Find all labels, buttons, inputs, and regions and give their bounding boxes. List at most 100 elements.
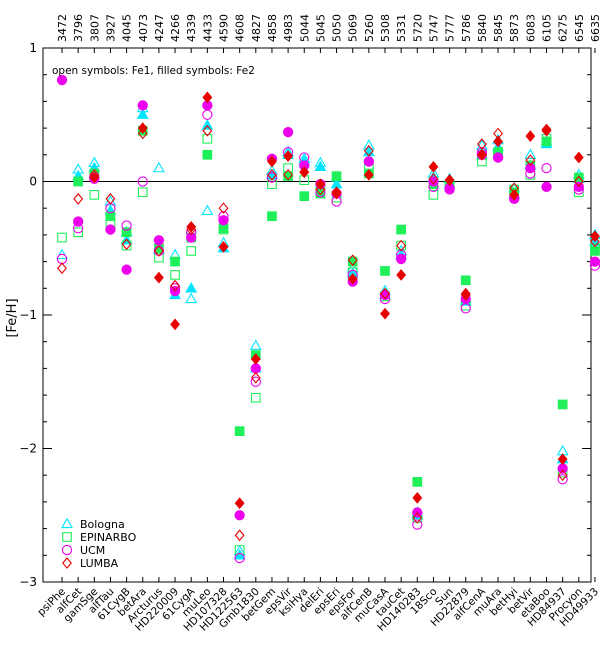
teff-label: 3472	[56, 14, 69, 42]
ucm-fe2-point	[56, 74, 68, 86]
bologna-fe1-point	[524, 148, 537, 159]
epinarbo-fe2-point	[73, 176, 83, 187]
teff-label: 3807	[88, 14, 101, 42]
epinarbo-fe2-point	[396, 224, 407, 235]
epinarbo-legend-marker	[62, 532, 72, 542]
teff-label: 4073	[137, 14, 150, 42]
teff-label: 4339	[185, 14, 198, 42]
lumba-fe1-point	[525, 154, 536, 166]
teff-label: 4827	[250, 14, 263, 42]
lumba-fe1-point	[57, 262, 67, 275]
plot-frame	[42, 47, 592, 583]
lumba-fe2-point	[299, 166, 310, 179]
epinarbo-fe2-point	[202, 149, 213, 160]
lumba-fe2-point	[493, 135, 503, 148]
epinarbo-fe1-point	[89, 190, 100, 200]
legend-label: UCM	[80, 544, 105, 557]
lumba-fe2-point	[541, 124, 552, 137]
ucm-fe1-point	[202, 109, 213, 120]
lumba-fe1-point	[73, 192, 84, 205]
teff-label: 6083	[524, 14, 537, 42]
lumba-fe2-point	[557, 453, 568, 466]
bologna-fe1-point	[152, 161, 165, 173]
data-points	[56, 74, 600, 564]
lumba-fe2-point	[153, 271, 164, 284]
ucm-fe1-point	[541, 162, 552, 174]
y-tick-label: −3	[19, 575, 37, 589]
bologna-fe1-point	[185, 292, 198, 304]
lumba-fe1-point	[153, 245, 164, 257]
lumba-fe2-point	[509, 188, 520, 201]
epinarbo-fe2-point	[380, 266, 390, 276]
epinarbo-fe2-point	[412, 477, 423, 487]
lumba-fe2-point	[396, 269, 407, 281]
symbol-note: open symbols: Fe1, filled symbols: Fe2	[52, 65, 255, 77]
epinarbo-fe2-point	[121, 227, 132, 238]
epinarbo-fe1-point	[283, 163, 293, 174]
lumba-fe2-point	[428, 160, 439, 173]
epinarbo-fe1-point	[428, 190, 439, 200]
lumba-fe2-point	[331, 187, 342, 200]
teff-label: 5069	[347, 14, 360, 42]
lumba-fe2-point	[444, 174, 455, 187]
teff-label: 4266	[169, 14, 182, 42]
ucm-fe2-point	[395, 253, 407, 265]
bologna-fe1-point	[249, 339, 262, 350]
teff-label: 5331	[395, 14, 408, 42]
ucm-fe2-point	[105, 224, 116, 235]
teff-label: 4608	[234, 14, 247, 42]
lumba-fe2-point	[283, 150, 294, 162]
epinarbo-fe1-point	[186, 246, 197, 256]
ucm-fe1-point	[137, 176, 148, 187]
lumba-fe2-point	[89, 171, 100, 184]
bologna-fe2-point	[185, 281, 198, 293]
teff-label: 6635	[589, 14, 600, 42]
epinarbo-fe2-point	[557, 399, 568, 410]
lumba-fe2-point	[218, 241, 229, 253]
ucm-fe2-point	[282, 126, 294, 138]
teff-label: 6545	[573, 14, 586, 42]
epinarbo-fe1-point	[57, 232, 67, 243]
lumba-fe1-point	[218, 202, 229, 215]
ucm-legend-marker	[61, 544, 73, 556]
teff-label: 5720	[411, 14, 424, 42]
teff-label: 3796	[72, 14, 85, 42]
teff-label: 5840	[476, 14, 489, 42]
bologna-fe1-point	[56, 248, 68, 260]
lumba-fe1-point	[363, 144, 374, 157]
lumba-fe2-point	[573, 151, 584, 164]
bologna-fe2-point	[136, 108, 149, 119]
teff-label: 4247	[153, 14, 166, 42]
lumba-fe1-point	[283, 168, 294, 181]
y-tick-label: 0	[29, 175, 37, 189]
ucm-fe2-point	[557, 463, 568, 474]
ucm-fe2-point	[492, 152, 504, 163]
teff-label: 5747	[427, 14, 440, 42]
lumba-fe2-point	[525, 130, 536, 142]
epinarbo-fe2-point	[541, 136, 552, 147]
epinarbo-fe2-point	[267, 211, 277, 222]
teff-label: 4590	[218, 14, 231, 42]
lumba-fe2-point	[315, 178, 326, 191]
teff-label: 5050	[331, 14, 344, 42]
y-tick-label: 1	[29, 41, 37, 55]
lumba-fe2-point	[186, 221, 197, 233]
teff-label: 5045	[314, 14, 327, 42]
teff-label: 5260	[363, 14, 376, 42]
ucm-fe1-point	[557, 474, 568, 485]
bologna-fe2-point	[314, 160, 327, 171]
lumba-fe1-point	[412, 512, 423, 524]
teff-label: 5777	[444, 14, 457, 42]
lumba-fe1-point	[557, 469, 568, 482]
ucm-fe2-point	[73, 216, 84, 227]
legend-label: Bologna	[80, 518, 125, 531]
y-axis-label: [Fe/H]	[5, 298, 20, 337]
lumba-fe2-point	[380, 307, 390, 320]
ucm-fe2-point	[525, 162, 536, 174]
teff-label: 5786	[460, 14, 473, 42]
lumba-fe1-point	[573, 175, 584, 188]
epinarbo-fe2-point	[105, 211, 116, 222]
lumba-fe1-point	[234, 529, 245, 542]
ucm-fe1-point	[266, 172, 278, 183]
